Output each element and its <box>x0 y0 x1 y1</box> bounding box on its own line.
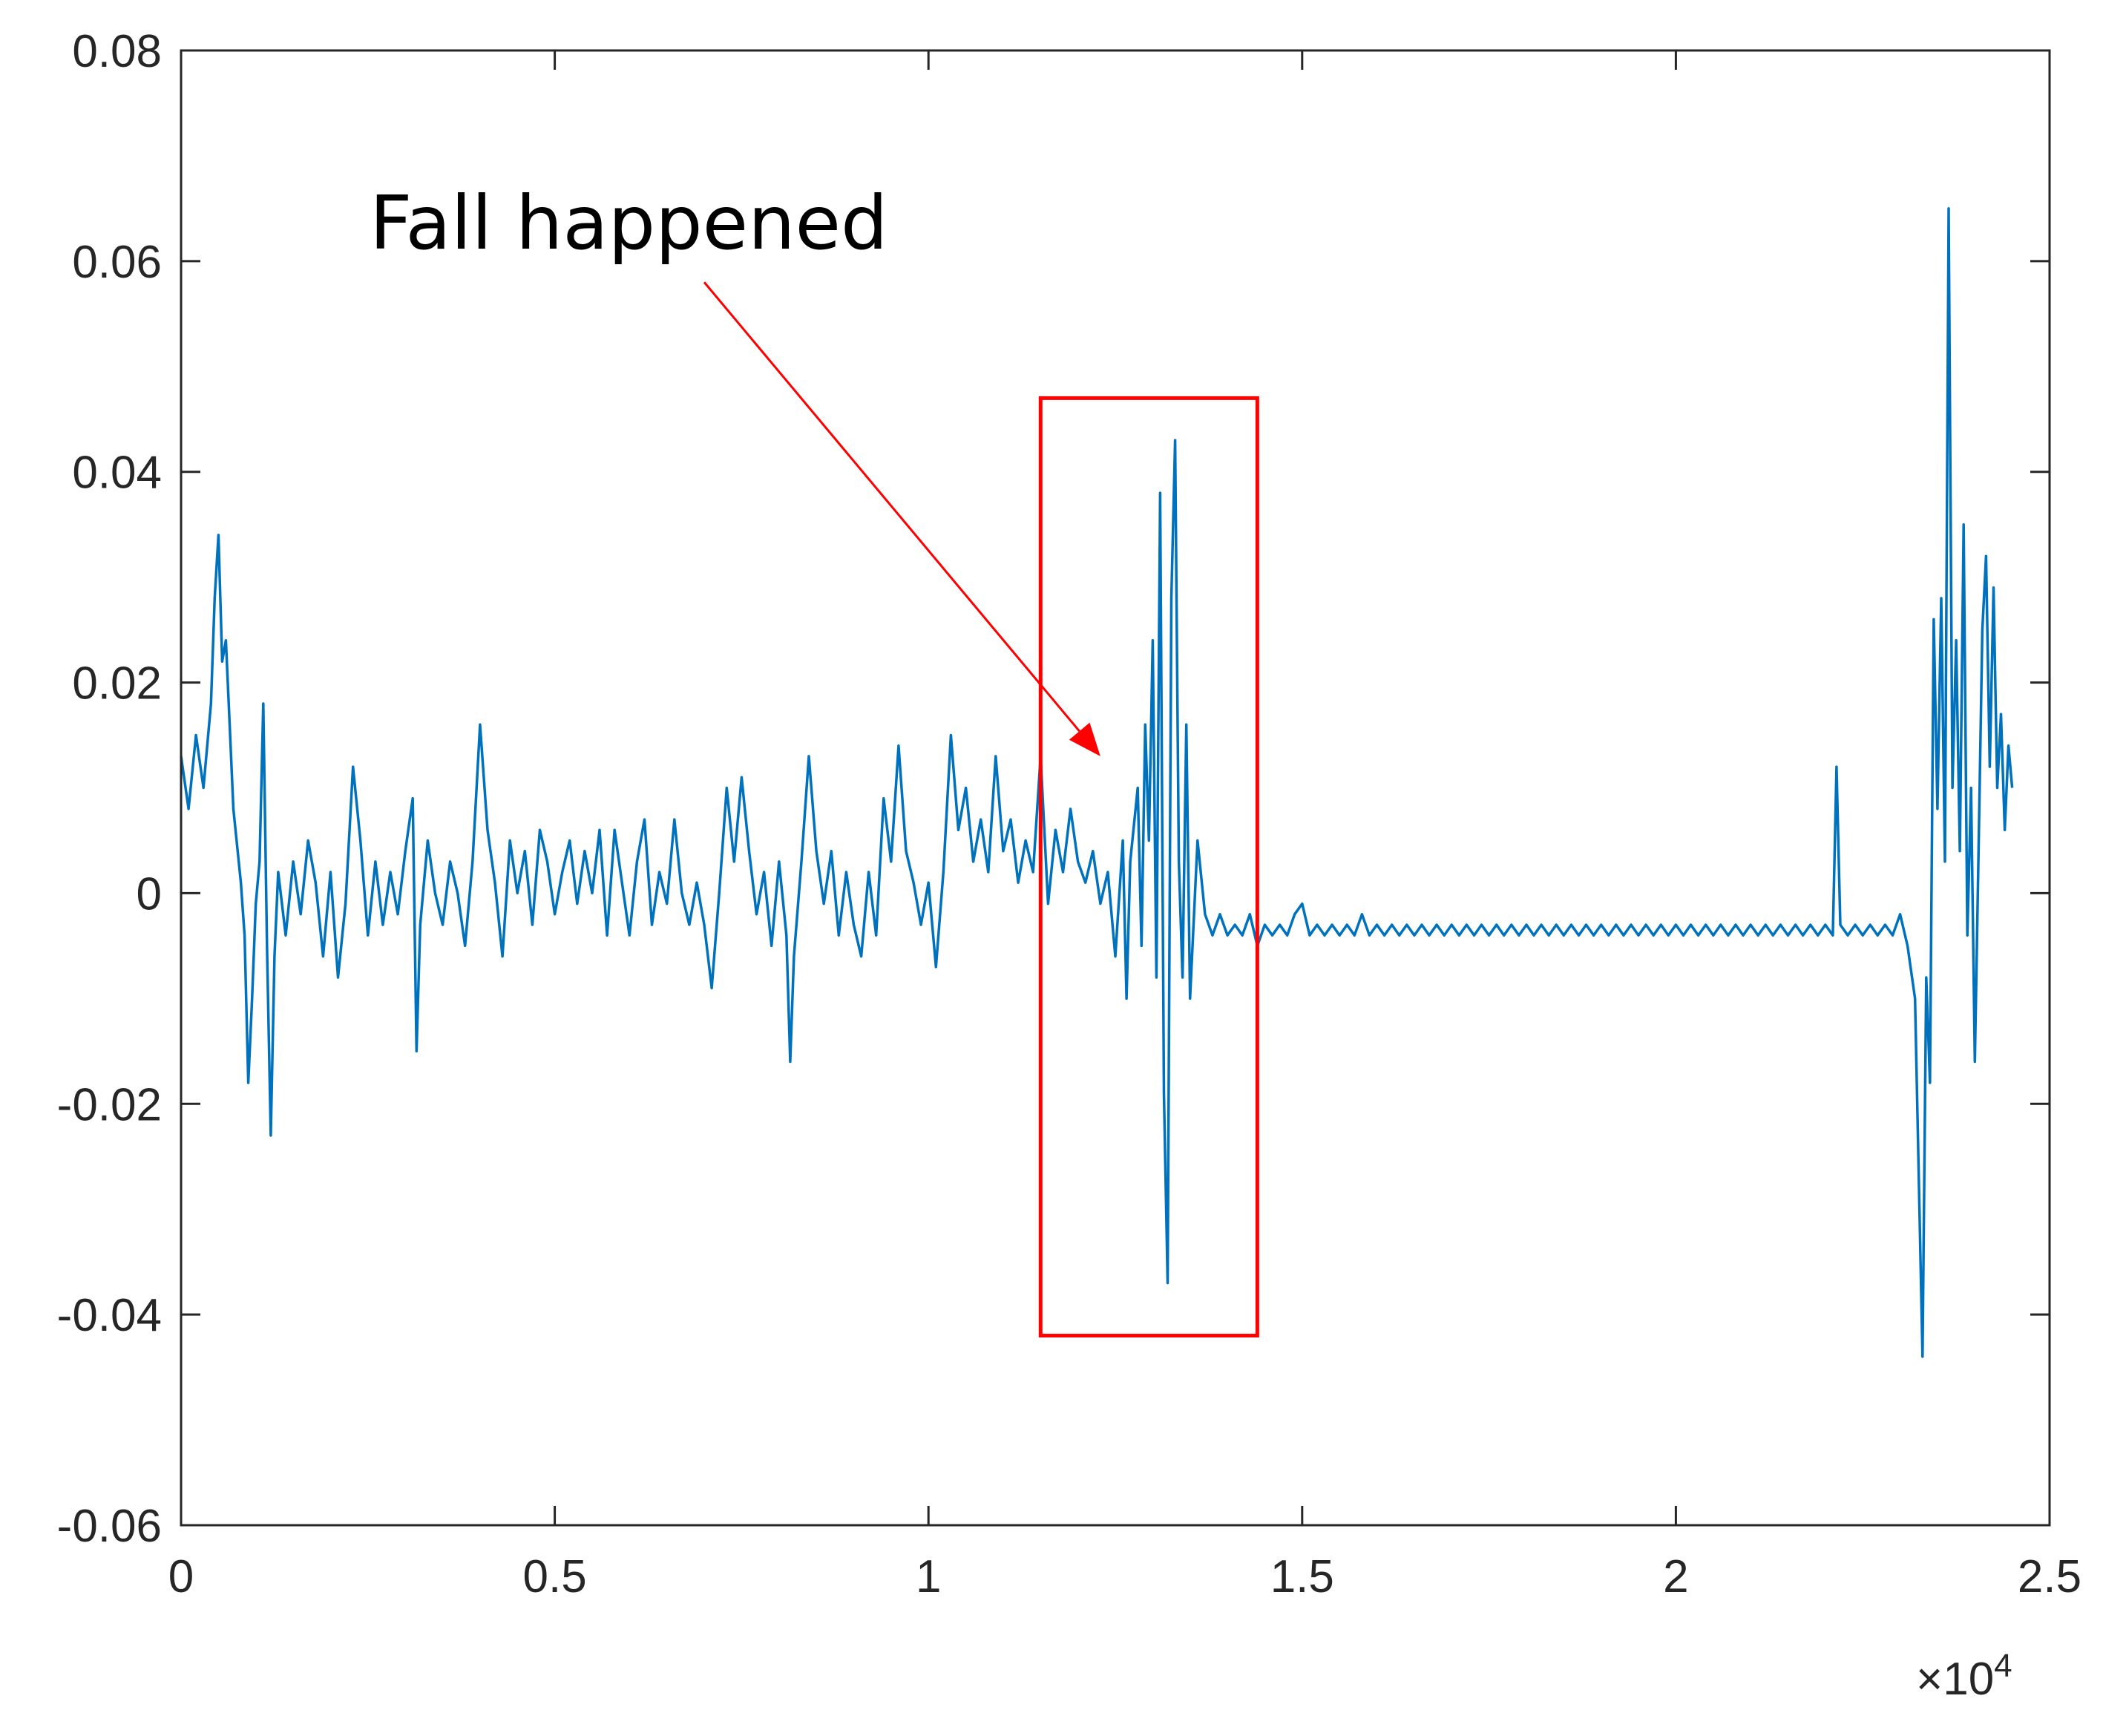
annotation-arrow-shaft <box>703 281 1080 733</box>
x-tick-label: 2.5 <box>2018 1551 2081 1602</box>
y-tick-label: 0.08 <box>72 26 162 77</box>
x-exponent-base: ×10 <box>1916 1654 1994 1705</box>
x-exponent-power: 4 <box>1994 1648 2012 1684</box>
axes-box <box>180 49 2051 1527</box>
series-line-0 <box>180 207 2014 1358</box>
annotations: Fall happened <box>370 180 1259 1338</box>
y-tick-label: -0.06 <box>57 1501 162 1552</box>
x-tick-label: 2 <box>1663 1551 1688 1602</box>
y-axis-ticks: 0.08 0.06 0.04 0.02 0 -0.02 -0.04 -0.06 <box>57 26 2050 1552</box>
y-tick-label: 0.02 <box>72 658 162 710</box>
y-tick-label: 0.06 <box>72 237 162 288</box>
annotation-label: Fall happened <box>370 180 888 266</box>
x-tick-label: 0 <box>168 1551 194 1602</box>
x-tick-label: 1 <box>916 1551 941 1602</box>
y-tick-label: 0 <box>137 868 162 920</box>
x-axis-ticks: 0 0.5 1 1.5 2 2.5 <box>168 50 2081 1602</box>
plot-area <box>180 207 2014 1358</box>
x-axis-exponent: ×104 <box>1916 1648 2012 1706</box>
annotation-arrow-head <box>1069 722 1100 756</box>
y-tick-label: 0.04 <box>72 448 162 499</box>
y-tick-label: -0.02 <box>57 1079 162 1130</box>
y-tick-label: -0.04 <box>57 1290 162 1341</box>
x-tick-label: 0.5 <box>522 1551 586 1602</box>
x-tick-label: 1.5 <box>1270 1551 1334 1602</box>
highlight-rectangle <box>1038 396 1259 1338</box>
